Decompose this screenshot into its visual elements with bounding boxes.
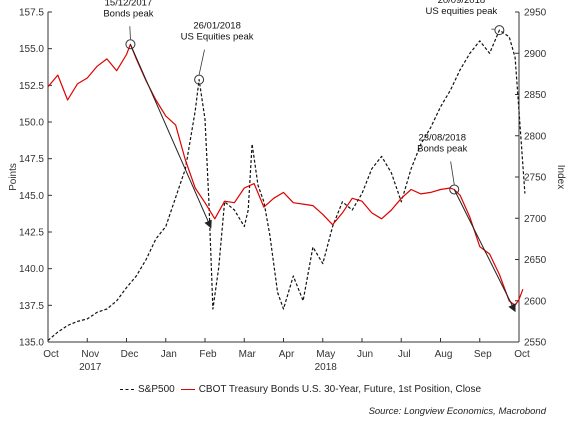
left-tick-label: 142.5 bbox=[19, 228, 44, 239]
month-label: Jun bbox=[357, 349, 373, 360]
annotation-text: US equities peak bbox=[425, 6, 497, 17]
trend-arrow bbox=[453, 189, 516, 313]
legend-swatch-bonds bbox=[180, 389, 195, 390]
right-tick-label: 2850 bbox=[524, 90, 547, 101]
month-label: Nov bbox=[81, 349, 99, 360]
year-label: 2018 bbox=[315, 362, 338, 373]
series-group bbox=[47, 29, 526, 341]
trend-arrow bbox=[129, 44, 212, 229]
right-tick-label: 2550 bbox=[524, 338, 547, 349]
series-line-bonds bbox=[47, 43, 524, 306]
year-label: 2017 bbox=[79, 362, 102, 373]
right-tick-label: 2650 bbox=[524, 255, 547, 266]
month-label: Apr bbox=[279, 349, 295, 360]
month-label: Dec bbox=[121, 349, 139, 360]
month-label: Sep bbox=[474, 349, 492, 360]
left-tick-label: 135.0 bbox=[19, 338, 44, 349]
annotation-leader bbox=[450, 161, 455, 185]
annotation-text: 20/09/2018 bbox=[438, 0, 486, 6]
right-tick-label: 2700 bbox=[524, 214, 547, 225]
month-label: Oct bbox=[43, 349, 59, 360]
month-label: May bbox=[316, 349, 335, 360]
annotation-leader bbox=[129, 26, 131, 40]
left-tick-label: 157.5 bbox=[19, 8, 44, 19]
annotation-text: 26/01/2018 bbox=[193, 21, 241, 32]
annotation-leader bbox=[198, 49, 205, 75]
left-tick-label: 147.5 bbox=[19, 154, 44, 165]
legend-label-sp500: S&P500 bbox=[138, 384, 175, 395]
legend-swatch-sp500 bbox=[120, 389, 134, 390]
legend: S&P500 CBOT Treasury Bonds U.S. 30-Year,… bbox=[120, 384, 481, 395]
month-label: Jul bbox=[398, 349, 411, 360]
right-tick-label: 2950 bbox=[524, 8, 547, 19]
left-tick-label: 137.5 bbox=[19, 301, 44, 312]
peak-marker-circle bbox=[194, 74, 205, 85]
series-line-sp500 bbox=[47, 29, 526, 341]
month-label: Jan bbox=[161, 349, 177, 360]
source-note: Source: Longview Economics, Macrobond bbox=[368, 406, 546, 417]
annotation-text: US Equities peak bbox=[181, 32, 254, 43]
annotation-text: Bonds peak bbox=[103, 8, 153, 19]
right-tick-label: 2900 bbox=[524, 49, 547, 60]
axes bbox=[47, 12, 520, 343]
annotation-text: 15/12/2017 bbox=[105, 0, 153, 8]
right-axis-title: Index bbox=[555, 165, 566, 189]
month-label: Oct bbox=[514, 349, 530, 360]
right-tick-label: 2800 bbox=[524, 131, 547, 142]
left-axis-title: Points bbox=[8, 163, 19, 191]
month-label: Feb bbox=[199, 349, 217, 360]
annotation-text: Bonds peak bbox=[417, 143, 467, 154]
right-tick-label: 2750 bbox=[524, 173, 547, 184]
peak-marker-circle bbox=[494, 25, 505, 36]
month-label: Aug bbox=[435, 349, 453, 360]
left-tick-label: 155.0 bbox=[19, 44, 44, 55]
ticks: 135.0 137.5 140.0 142.5 145.0 147.5 150.0 152.5… bbox=[8, 8, 566, 374]
left-tick-label: 150.0 bbox=[19, 118, 44, 129]
left-tick-label: 145.0 bbox=[19, 191, 44, 202]
peak-marker-circle bbox=[449, 184, 460, 195]
month-label: Mar bbox=[239, 349, 257, 360]
annotation-text: 23/08/2018 bbox=[418, 132, 466, 143]
right-tick-label: 2600 bbox=[524, 296, 547, 307]
left-tick-label: 140.0 bbox=[19, 264, 44, 275]
peak-marker-circle bbox=[125, 39, 136, 50]
left-tick-label: 152.5 bbox=[19, 81, 44, 92]
legend-label-bonds: CBOT Treasury Bonds U.S. 30-Year, Future… bbox=[198, 384, 482, 395]
